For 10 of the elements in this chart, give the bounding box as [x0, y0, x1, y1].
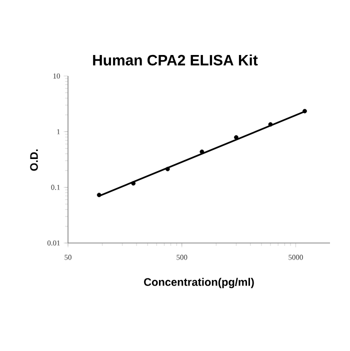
- point: [302, 108, 307, 114]
- y-axis-title: O.D.: [30, 150, 38, 171]
- point: [200, 150, 204, 154]
- point: [165, 166, 170, 172]
- point: [131, 181, 136, 186]
- x-axis-title: Concentration(pg/ml): [144, 278, 254, 288]
- point: [268, 122, 273, 127]
- point: [96, 192, 102, 198]
- point: [234, 135, 238, 140]
- chart-title: Human CPA2 ELISA Kit: [93, 54, 258, 66]
